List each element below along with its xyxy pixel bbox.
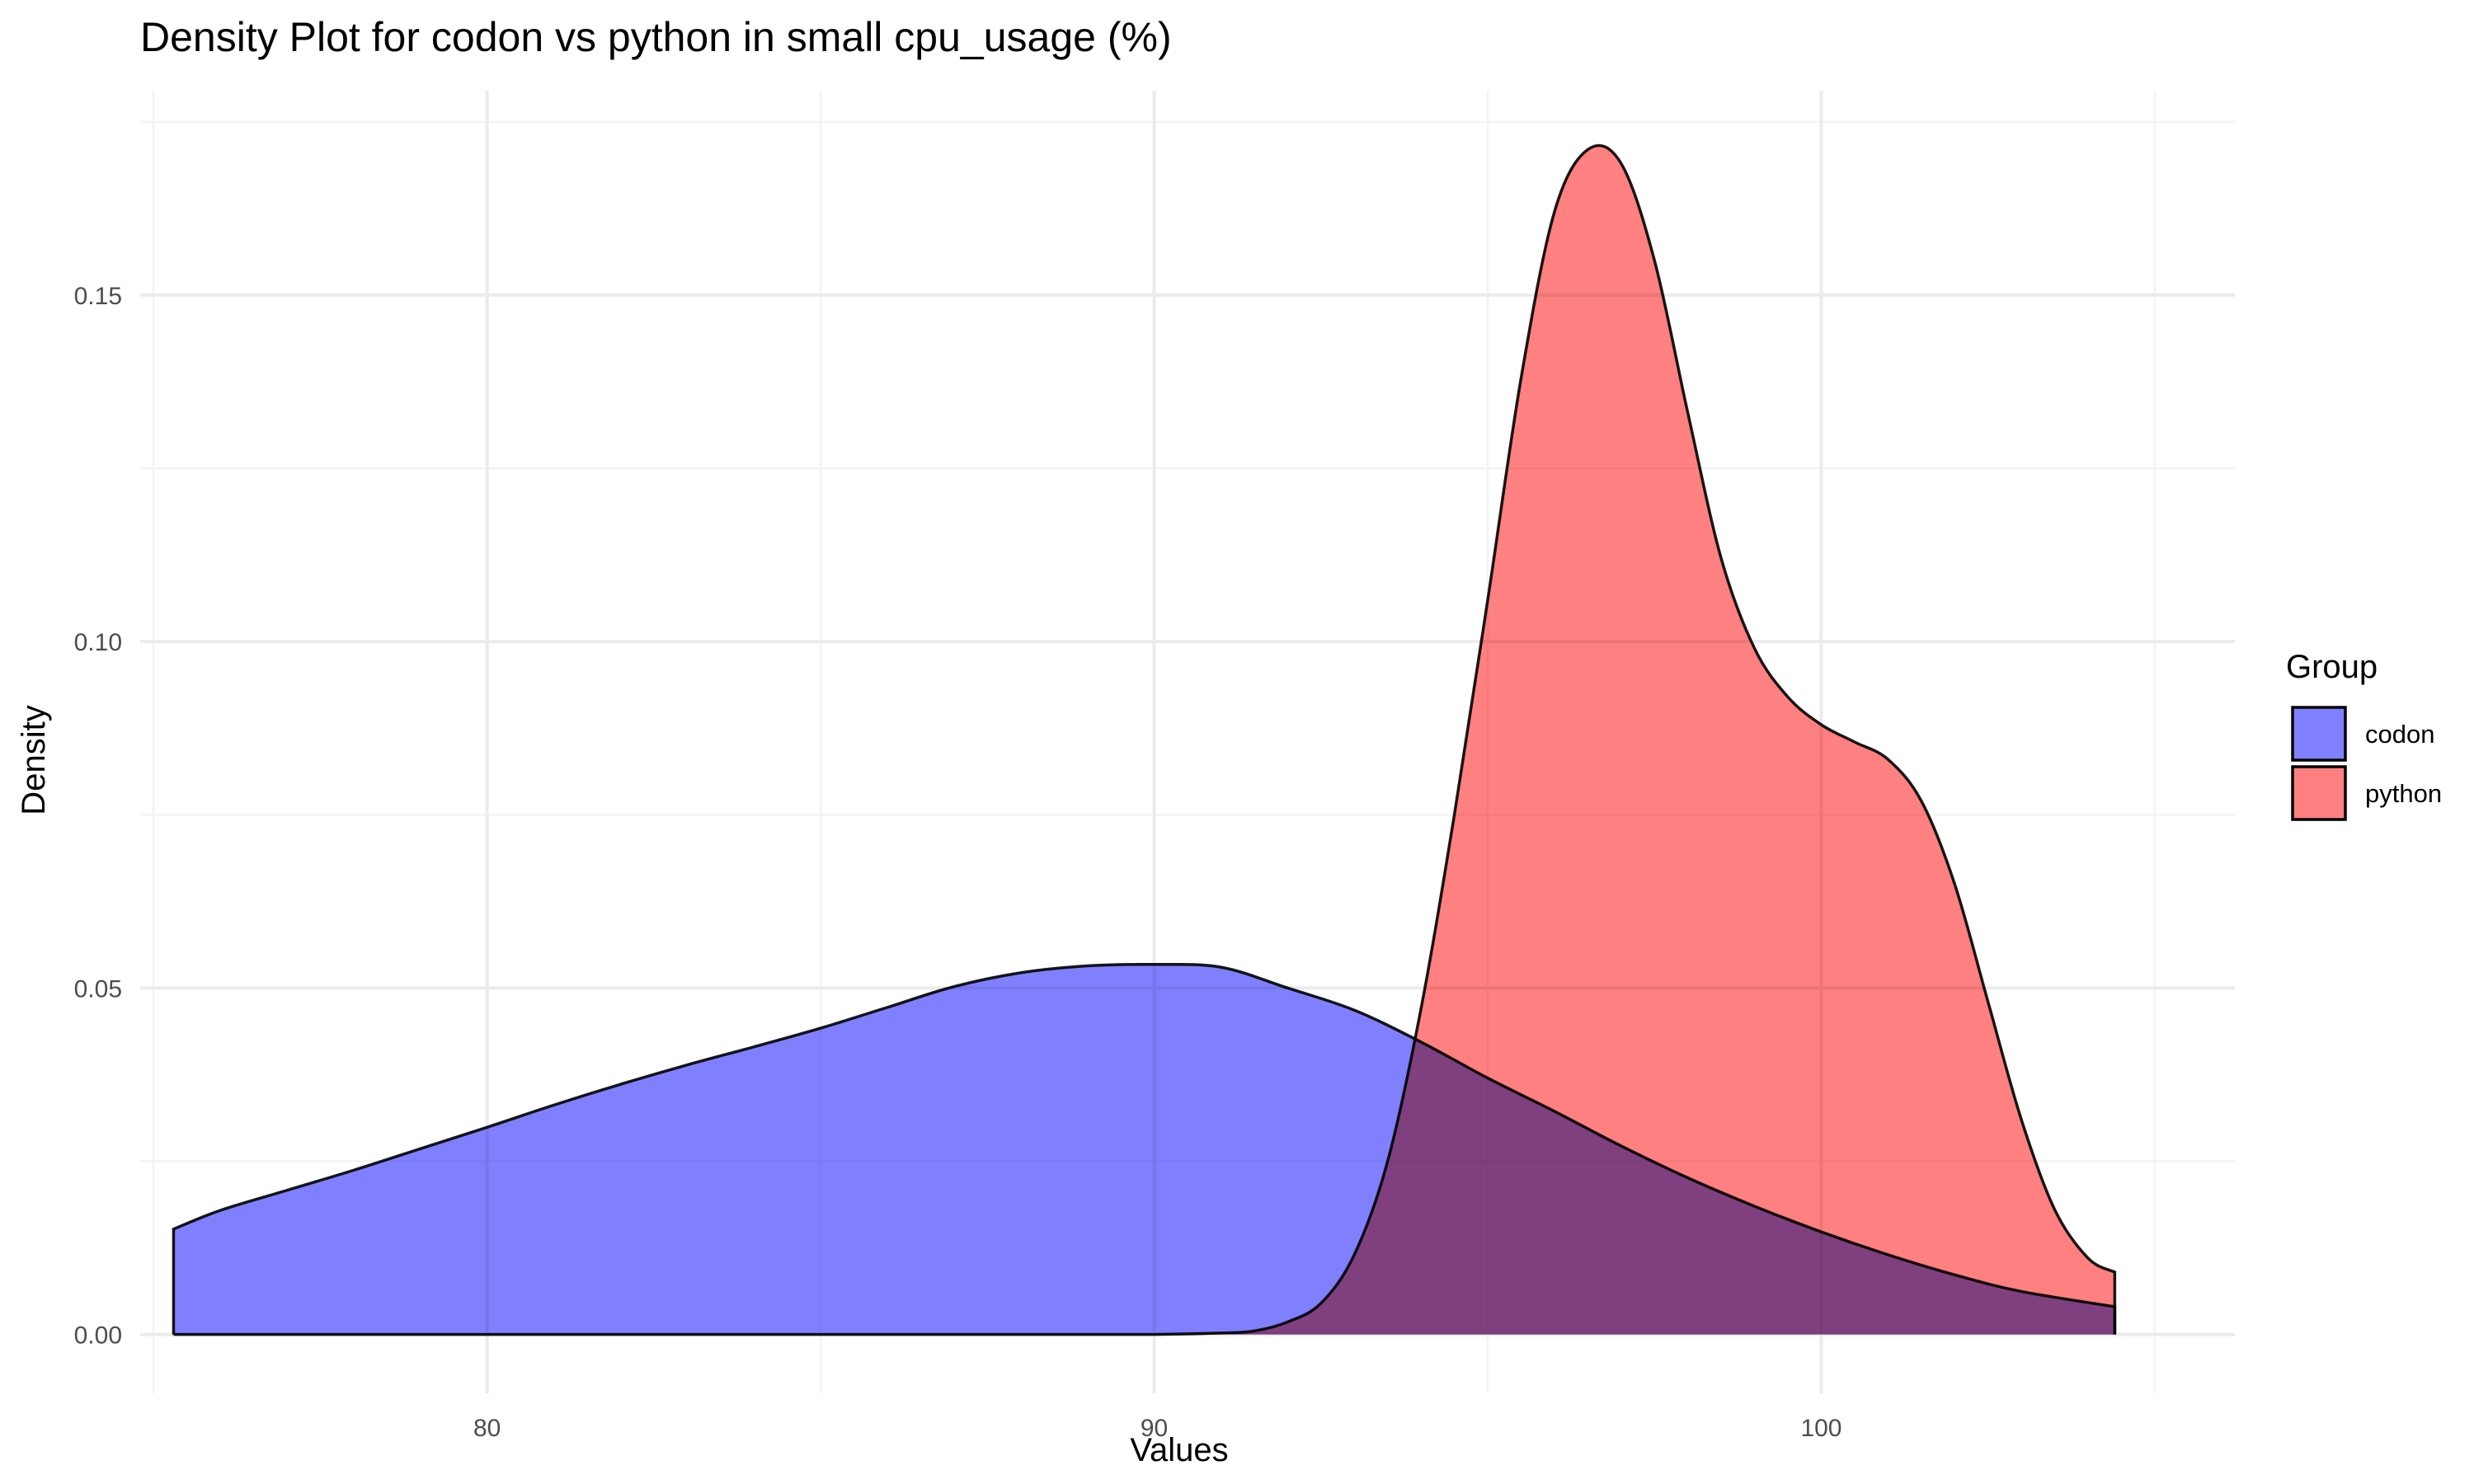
legend-swatch-python [2291, 765, 2347, 821]
x-axis-title: Values [1130, 1432, 1228, 1468]
y-tick-label: 0.10 [74, 629, 122, 656]
density-outline-codon [172, 962, 2117, 1335]
legend-label-codon: codon [2365, 720, 2434, 749]
legend-swatch-codon [2291, 706, 2347, 762]
y-axis-ticks: 0.00 0.05 0.10 0.15 [74, 283, 122, 1350]
density-area-python [173, 145, 2115, 1335]
x-axis-ticks: 80 90 100 [473, 1415, 1842, 1442]
density-areas [172, 143, 2117, 1336]
y-tick-label: 0.05 [74, 975, 122, 1003]
chart-title: Density Plot for codon vs python in smal… [140, 14, 1172, 60]
x-tick-label: 100 [1800, 1415, 1841, 1442]
y-tick-label: 0.15 [74, 283, 122, 310]
density-outline-python [173, 143, 2117, 1336]
y-tick-label: 0.00 [74, 1322, 122, 1350]
legend-label-python: python [2365, 779, 2442, 808]
legend: Group codon python [2286, 649, 2442, 821]
y-axis-title: Density [16, 705, 52, 815]
legend-title: Group [2286, 649, 2378, 685]
legend-items: codon python [2291, 706, 2442, 821]
x-tick-label: 80 [473, 1415, 501, 1442]
x-tick-label: 90 [1141, 1415, 1168, 1442]
